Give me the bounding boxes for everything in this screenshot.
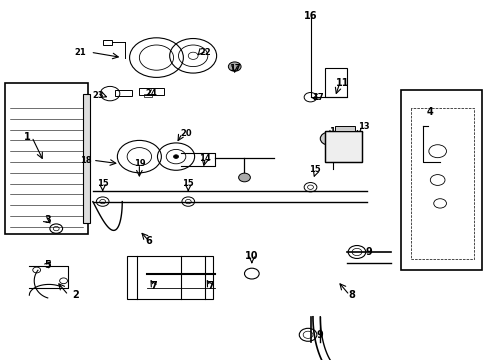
- Text: 9: 9: [365, 247, 372, 257]
- Bar: [325, 131, 361, 162]
- Circle shape: [238, 173, 250, 182]
- Text: 22: 22: [199, 48, 211, 57]
- Text: 19: 19: [133, 159, 145, 168]
- Text: 24: 24: [145, 89, 157, 98]
- Text: 6: 6: [145, 236, 152, 246]
- Bar: [127, 256, 212, 299]
- Bar: [102, 40, 112, 45]
- Text: 9: 9: [316, 330, 323, 340]
- Circle shape: [320, 132, 337, 145]
- Text: 7: 7: [206, 281, 213, 291]
- Text: 20: 20: [180, 129, 191, 138]
- Bar: [115, 90, 132, 96]
- Bar: [5, 83, 88, 234]
- Text: 12: 12: [328, 127, 340, 136]
- Bar: [144, 94, 151, 97]
- Bar: [325, 131, 361, 162]
- Text: 18: 18: [80, 156, 91, 165]
- Text: 17: 17: [228, 64, 240, 73]
- Text: 15: 15: [97, 179, 108, 188]
- Circle shape: [228, 62, 241, 71]
- Bar: [139, 88, 163, 95]
- Text: 14: 14: [199, 154, 211, 163]
- Bar: [400, 90, 481, 270]
- Text: 17: 17: [311, 93, 323, 102]
- Text: 10: 10: [244, 251, 258, 261]
- Bar: [334, 126, 354, 131]
- Text: 15: 15: [182, 179, 194, 188]
- Bar: [325, 68, 346, 97]
- Text: 11: 11: [335, 78, 348, 88]
- Text: 5: 5: [44, 260, 51, 270]
- Text: 16: 16: [303, 11, 317, 21]
- Text: 8: 8: [348, 290, 355, 300]
- Text: 3: 3: [44, 215, 51, 225]
- Text: 21: 21: [75, 48, 86, 57]
- Text: 15: 15: [309, 165, 321, 174]
- Text: 13: 13: [358, 122, 369, 131]
- Text: 1: 1: [23, 132, 30, 142]
- Bar: [83, 94, 90, 223]
- Text: 2: 2: [72, 290, 79, 300]
- Circle shape: [173, 155, 178, 158]
- Text: 7: 7: [150, 281, 157, 291]
- Text: 4: 4: [426, 107, 433, 117]
- Text: 23: 23: [92, 91, 103, 100]
